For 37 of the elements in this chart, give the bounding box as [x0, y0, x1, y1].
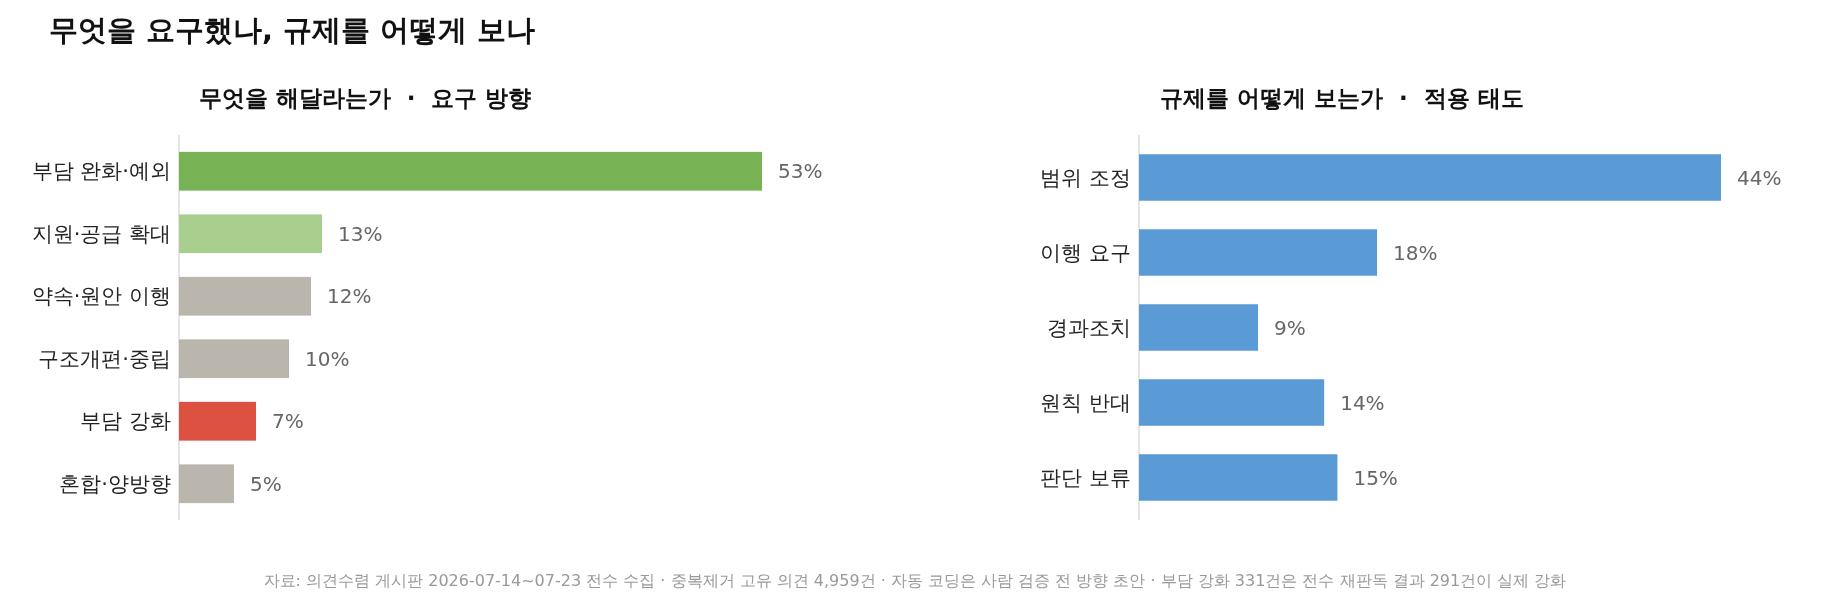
y-tick-label: 원칙 반대 — [1040, 390, 1131, 415]
chart-subtitle: 무엇을 해달라는가 · 요구 방향 — [198, 85, 532, 111]
data-label: 7% — [272, 409, 304, 434]
y-tick-label: 약속·원안 이행 — [31, 284, 171, 309]
y-tick-label: 구조개편·중립 — [38, 346, 171, 371]
bar — [179, 401, 256, 441]
data-label: 44% — [1737, 165, 1782, 190]
bar — [179, 214, 322, 254]
y-tick-label: 부담 완화·예외 — [31, 159, 171, 184]
data-label: 53% — [778, 159, 823, 184]
chart-title: 무엇을 요구했나, 규제를 어떻게 보나 — [49, 13, 536, 47]
data-label: 5% — [250, 471, 282, 496]
y-tick-label: 범위 조정 — [1040, 165, 1131, 190]
bar — [179, 339, 289, 379]
bar — [1139, 229, 1378, 276]
bar — [1139, 454, 1338, 501]
bar — [179, 276, 311, 316]
data-label: 12% — [327, 284, 372, 309]
bar — [179, 464, 234, 504]
data-label: 14% — [1340, 390, 1385, 415]
text: 자료: 의견수렴 게시판 2026-07-14~07-23 전수 수집 · 중복제거 고유 의견 4,959건 · 자동 코딩은 사람 검증 전 방향 초안 · 부담 강화 331건은 전수 재판독 결과 291건이 실제 강화 — [263, 571, 1567, 590]
y-tick-label: 경과조치 — [1047, 315, 1131, 340]
y-tick-label: 판단 보류 — [1040, 465, 1131, 490]
bar — [1139, 379, 1325, 426]
bar — [1139, 154, 1721, 201]
y-tick-label: 이행 요구 — [1040, 240, 1131, 265]
y-tick-label: 혼합·양방향 — [59, 471, 171, 496]
bar — [179, 151, 762, 191]
y-tick-label: 부담 강화 — [80, 409, 171, 434]
data-label: 9% — [1274, 315, 1306, 340]
y-tick-label: 지원·공급 확대 — [31, 221, 171, 246]
chart-subtitle: 규제를 어떻게 보는가 · 적용 태도 — [1160, 85, 1524, 111]
data-label: 15% — [1353, 465, 1398, 490]
data-label: 13% — [338, 221, 383, 246]
bar — [1139, 304, 1259, 351]
data-label: 18% — [1393, 240, 1438, 265]
data-label: 10% — [305, 346, 350, 371]
